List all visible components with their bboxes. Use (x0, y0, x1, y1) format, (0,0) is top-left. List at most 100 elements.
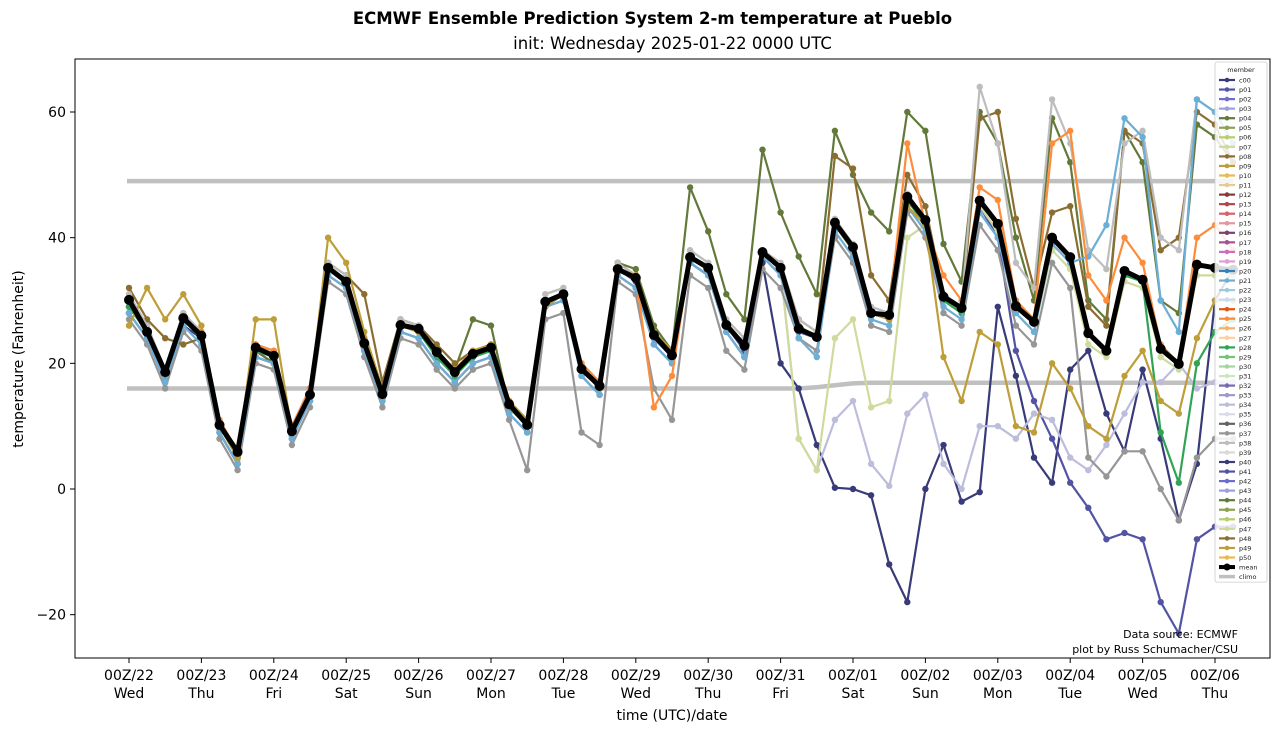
legend-entry-p38: p38 (1219, 439, 1251, 447)
member-point-p25 (1139, 259, 1146, 266)
legend-label: p31 (1239, 372, 1251, 380)
member-point-p21 (234, 460, 241, 468)
legend-swatch-marker (1224, 201, 1230, 207)
member-point-p09 (252, 316, 259, 323)
legend-label: p11 (1239, 181, 1251, 189)
legend-label: p43 (1239, 487, 1251, 495)
member-point-c00 (1030, 454, 1038, 461)
legend-swatch-marker (1224, 135, 1230, 140)
member-point-p09 (1012, 422, 1020, 430)
legend-swatch-marker (1224, 326, 1230, 331)
member-point-c00 (795, 385, 802, 392)
mean-point (612, 264, 623, 275)
member-point-c00 (1085, 347, 1092, 354)
y-tick-label: −20 (36, 608, 66, 624)
member-point-p07 (1085, 341, 1092, 348)
member-point-p34 (922, 391, 929, 398)
member-point-p04 (741, 316, 748, 323)
legend-entry-p29: p29 (1219, 353, 1251, 361)
mean-point (1083, 328, 1094, 339)
legend-swatch-marker (1224, 297, 1230, 302)
legend-swatch-marker (1224, 240, 1230, 245)
chart-title: ECMWF Ensemble Prediction System 2-m tem… (352, 9, 953, 28)
member-point-p04 (904, 108, 911, 116)
member-point-p21 (578, 372, 585, 380)
member-point-p34 (867, 460, 875, 468)
legend-entry-p10: p10 (1219, 172, 1251, 180)
legend-swatch-marker (1224, 450, 1230, 455)
member-point-p37 (723, 347, 730, 354)
mean-point (1191, 259, 1202, 270)
member-point-p09 (198, 322, 205, 329)
member-point-c00 (777, 360, 784, 367)
mean-point (540, 296, 551, 307)
member-point-p21 (379, 397, 386, 405)
member-point-p07 (831, 335, 839, 342)
mean-point (866, 308, 877, 319)
y-tick-label: 20 (48, 356, 66, 372)
legend-swatch-marker (1224, 497, 1230, 503)
member-point-p34 (1121, 410, 1128, 417)
mean-point (1029, 316, 1039, 327)
member-point-c00 (922, 485, 929, 493)
member-point-p07 (1157, 353, 1164, 361)
member-point-p37 (886, 328, 893, 336)
member-point-p34 (1048, 416, 1056, 424)
member-point-p21 (125, 309, 133, 317)
legend-label: p24 (1239, 306, 1251, 314)
member-point-p34 (1012, 435, 1020, 442)
member-point-p04 (759, 146, 766, 153)
legend-entry-p49: p49 (1219, 544, 1251, 552)
mean-point (920, 215, 931, 226)
member-point-p25 (994, 196, 1001, 204)
member-point-p09 (1030, 429, 1038, 436)
member-point-p37 (1139, 448, 1146, 455)
legend-entry-p36: p36 (1219, 420, 1251, 428)
member-point-p07 (867, 404, 875, 411)
legend-swatch-marker (1224, 421, 1230, 427)
member-point-p21 (1193, 96, 1201, 103)
member-point-p08 (180, 341, 187, 348)
member-point-p07 (813, 466, 820, 474)
mean-point (594, 380, 605, 391)
member-point-p07 (886, 397, 893, 405)
member-point-p21 (741, 353, 748, 361)
member-point-p21 (795, 335, 802, 342)
mean-point (848, 242, 858, 253)
member-point-p21 (596, 391, 603, 398)
legend-entry-p20: p20 (1219, 267, 1251, 275)
legend-label: p06 (1239, 134, 1251, 142)
member-point-p08 (1085, 303, 1092, 310)
legend-label: p45 (1239, 506, 1251, 514)
legend-entry-p41: p41 (1219, 468, 1251, 476)
legend-label: p13 (1239, 201, 1251, 209)
member-point-p37 (596, 441, 603, 449)
legend-entry-p32: p32 (1219, 382, 1251, 390)
legend-entry-p15: p15 (1219, 220, 1251, 228)
member-point-c00 (904, 598, 911, 606)
member-point-p09 (324, 234, 332, 241)
legend-label: p10 (1239, 172, 1251, 180)
legend-swatch-marker (1224, 106, 1230, 111)
legend-entry-p09: p09 (1219, 162, 1251, 170)
legend-swatch-marker (1224, 488, 1230, 493)
legend-entry-climo: climo (1219, 573, 1257, 581)
mean-point (1101, 345, 1112, 356)
member-point-p04 (1067, 159, 1074, 166)
member-point-p21 (1103, 221, 1110, 229)
member-point-p21 (162, 378, 169, 386)
y-axis: −20 0 20 40 60 (36, 105, 75, 624)
member-point-p28 (1157, 429, 1164, 436)
x-tick-label-time: 00Z/31 (756, 668, 806, 684)
member-point-p04 (922, 127, 929, 135)
legend-label: p29 (1239, 353, 1251, 361)
member-point-p34 (940, 460, 947, 468)
author-credit: plot by Russ Schumacher/CSU (1072, 643, 1238, 656)
member-point-p37 (1121, 448, 1128, 455)
legend-swatch-marker (1224, 96, 1230, 102)
member-point-p04 (723, 291, 730, 298)
mean-point (413, 323, 424, 334)
member-point-c00 (1067, 366, 1074, 373)
member-point-p21 (1139, 133, 1146, 141)
mean-point (178, 313, 189, 324)
